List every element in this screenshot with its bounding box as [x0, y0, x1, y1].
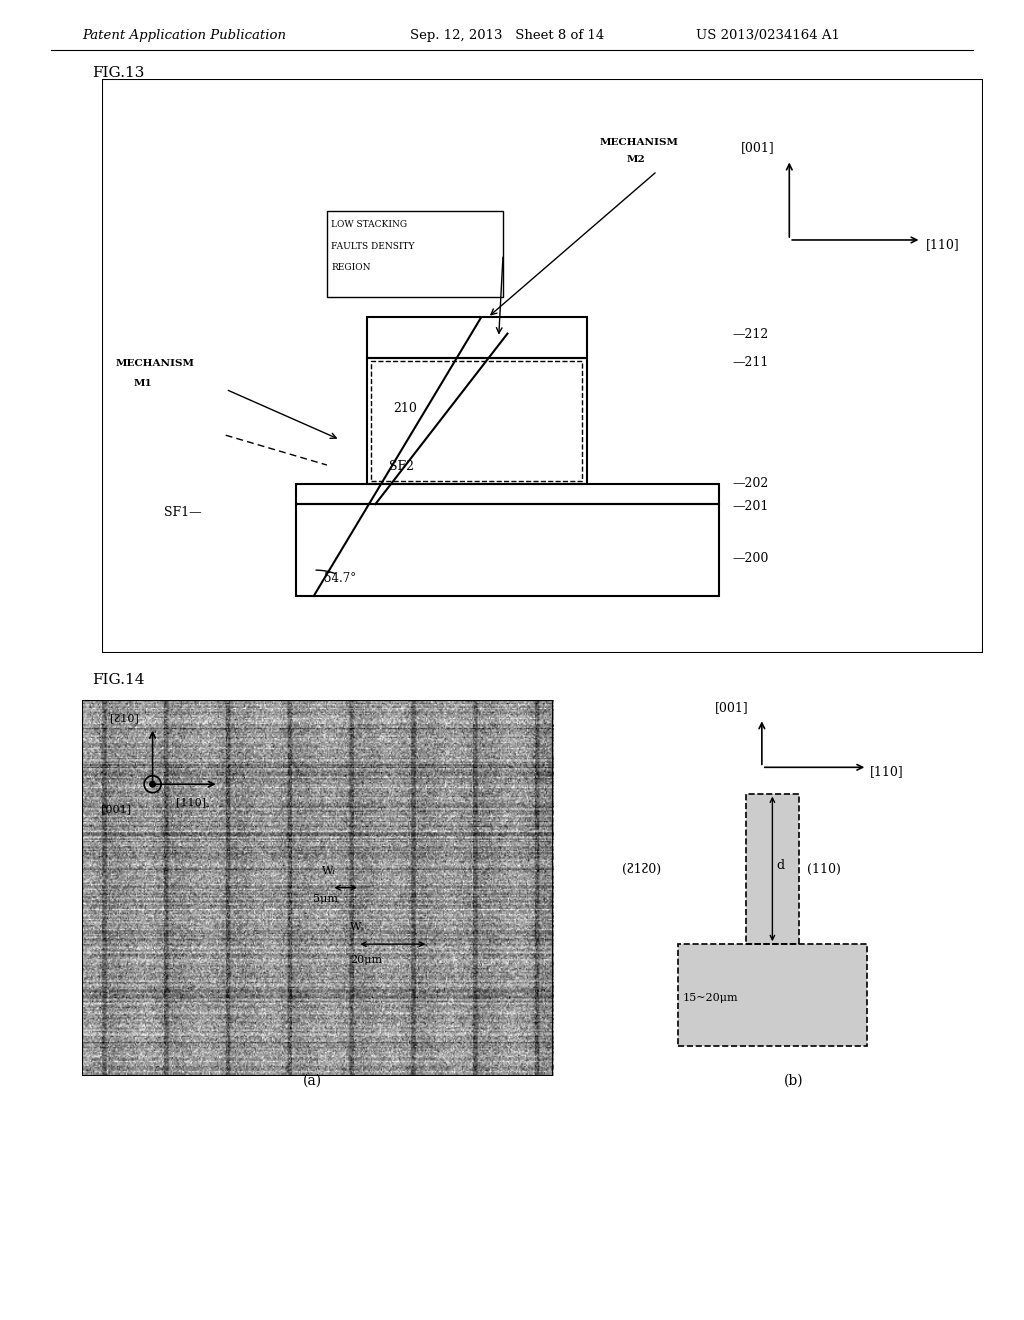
Bar: [746, 793, 799, 944]
Bar: [367, 318, 587, 358]
Text: FIG.13: FIG.13: [92, 66, 144, 81]
Text: 20μm: 20μm: [350, 954, 383, 965]
Text: LOW STACKING: LOW STACKING: [332, 220, 408, 230]
Text: —212: —212: [732, 327, 768, 341]
Circle shape: [150, 781, 156, 787]
Text: Sep. 12, 2013   Sheet 8 of 14: Sep. 12, 2013 Sheet 8 of 14: [410, 29, 604, 42]
Text: M2: M2: [627, 156, 645, 165]
Text: [001]: [001]: [741, 141, 774, 154]
Bar: [678, 944, 867, 1045]
Text: M1: M1: [133, 379, 152, 388]
Text: 15~20μm: 15~20μm: [683, 993, 738, 1003]
Text: MECHANISM: MECHANISM: [116, 359, 195, 368]
Text: Wₗ: Wₗ: [323, 866, 336, 875]
Text: FIG.14: FIG.14: [92, 673, 144, 688]
Text: MECHANISM: MECHANISM: [600, 139, 679, 148]
Bar: [746, 793, 799, 944]
Text: (ᴤ1ᴤ0): (ᴤ1ᴤ0): [623, 863, 662, 875]
Text: Patent Application Publication: Patent Application Publication: [82, 29, 286, 42]
Bar: [327, 211, 503, 297]
Bar: [678, 944, 867, 1045]
Bar: [296, 504, 719, 597]
Text: [110]: [110]: [926, 239, 959, 252]
Text: [001]: [001]: [100, 804, 131, 814]
Text: FAULTS DENSITY: FAULTS DENSITY: [332, 242, 415, 251]
Text: US 2013/0234164 A1: US 2013/0234164 A1: [696, 29, 841, 42]
Text: [110]: [110]: [176, 797, 206, 808]
Text: 54.7°: 54.7°: [325, 572, 356, 585]
Text: (b): (b): [783, 1074, 804, 1088]
Text: REGION: REGION: [332, 263, 371, 272]
Text: (a): (a): [303, 1074, 322, 1088]
Text: 210: 210: [393, 403, 417, 416]
Bar: [367, 358, 587, 484]
Text: —211: —211: [732, 356, 768, 370]
Text: d: d: [776, 859, 784, 873]
Bar: [371, 360, 583, 480]
Text: Wₛ: Wₛ: [350, 923, 366, 932]
Text: SF1—: SF1—: [164, 506, 202, 519]
Text: 5μm: 5μm: [312, 894, 338, 904]
Text: —200: —200: [732, 552, 768, 565]
Text: —202: —202: [732, 477, 768, 490]
Text: (110): (110): [807, 863, 841, 875]
Text: [ᴤ10]: [ᴤ10]: [111, 713, 139, 723]
Text: —201: —201: [732, 500, 768, 513]
Bar: [296, 484, 719, 504]
Text: [001]: [001]: [715, 701, 749, 714]
Text: [110]: [110]: [869, 764, 903, 777]
Text: SF2: SF2: [389, 459, 414, 473]
